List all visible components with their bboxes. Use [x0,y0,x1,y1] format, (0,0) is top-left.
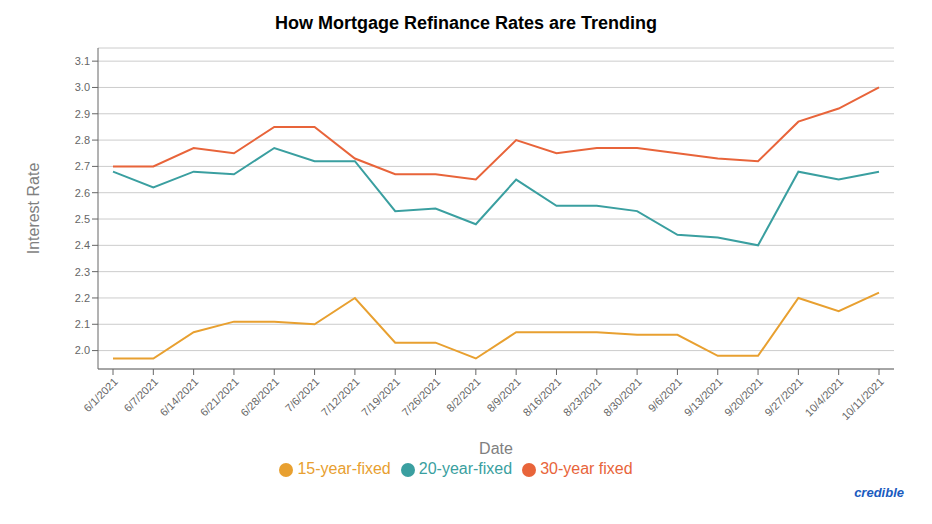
svg-text:8/9/2021: 8/9/2021 [484,375,523,414]
html-text:30-year fixed: 30-year fixed [540,460,633,477]
svg-text:8/30/2021: 8/30/2021 [601,375,644,418]
svg-text:6/28/2021: 6/28/2021 [238,375,281,418]
svg-text:7/12/2021: 7/12/2021 [319,375,362,418]
svg-text:6/14/2021: 6/14/2021 [157,375,200,418]
svg-text:7/26/2021: 7/26/2021 [399,375,442,418]
svg-text:8/23/2021: 8/23/2021 [561,375,604,418]
svg-text:6/1/2021: 6/1/2021 [81,375,120,414]
svg-text:3.0: 3.0 [75,81,90,93]
html-text:15-year-fixed: 15-year-fixed [297,460,391,477]
svg-text:2.7: 2.7 [75,160,90,172]
svg-text:3.1: 3.1 [75,55,90,67]
svg-text:Interest Rate: Interest Rate [25,163,42,255]
svg-text:2.9: 2.9 [75,108,90,120]
svg-text:2.6: 2.6 [75,187,90,199]
svg-text:9/27/2021: 9/27/2021 [762,375,805,418]
svg-text:2.3: 2.3 [75,266,90,278]
svg-text:Date: Date [479,440,513,457]
svg-text:9/20/2021: 9/20/2021 [722,375,765,418]
html-text:20-year-fixed: 20-year-fixed [418,460,513,477]
svg-text:2.5: 2.5 [75,213,90,225]
svg-text:2.1: 2.1 [75,318,90,330]
svg-text:2.2: 2.2 [75,292,90,304]
svg-text:7/19/2021: 7/19/2021 [359,375,402,418]
svg-text:8/16/2021: 8/16/2021 [520,375,563,418]
html-text:credible: credible [854,485,904,500]
svg-text:2.8: 2.8 [75,134,90,146]
svg-text:9/13/2021: 9/13/2021 [682,375,725,418]
svg-text:7/6/2021: 7/6/2021 [283,375,322,414]
svg-text:6/7/2021: 6/7/2021 [121,375,160,414]
svg-text:2.0: 2.0 [75,344,90,356]
svg-text:10/4/2021: 10/4/2021 [803,375,846,418]
svg-text:6/21/2021: 6/21/2021 [198,375,241,418]
html-text:How Mortgage Refinance Rates a: How Mortgage Refinance Rates are Trendin… [275,13,657,33]
svg-text:2.4: 2.4 [75,239,90,251]
svg-text:8/2/2021: 8/2/2021 [444,375,483,414]
svg-text:10/11/2021: 10/11/2021 [839,375,886,422]
svg-text:9/6/2021: 9/6/2021 [646,375,685,414]
